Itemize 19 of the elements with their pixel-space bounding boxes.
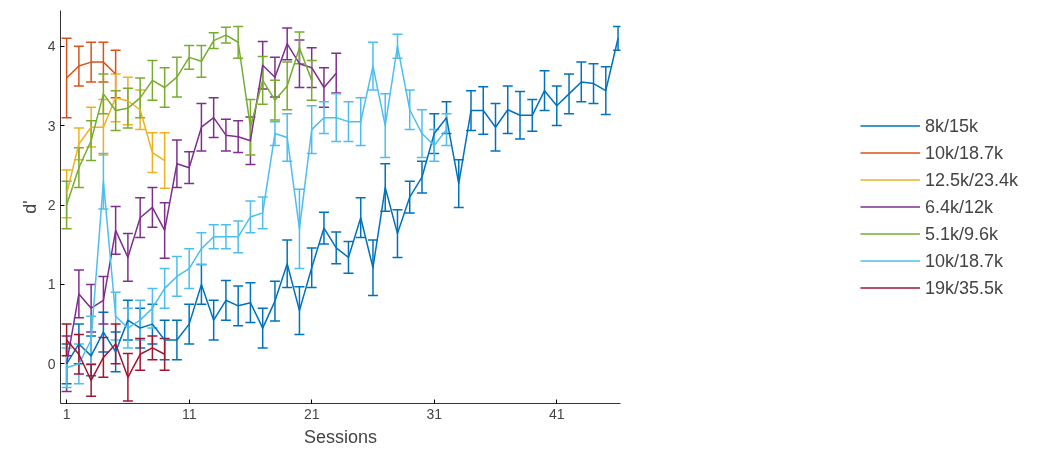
y-tick-label: 1 [47, 276, 56, 293]
legend-label: 5.1k/9.6k [924, 223, 999, 244]
legend-label: 6.4k/12k [924, 196, 994, 217]
y-tick-label: 2 [47, 197, 56, 214]
y-tick-label: 3 [47, 117, 56, 134]
legend-label: 10k/18.7k [924, 250, 1004, 271]
x-tick-label: 21 [303, 405, 320, 422]
x-tick-label: 31 [426, 405, 443, 422]
legend-label: 8k/15k [924, 115, 979, 136]
y-tick-label: 4 [47, 38, 56, 55]
legend-label: 19k/35.5k [924, 277, 1004, 298]
legend-label: 12.5k/23.4k [924, 169, 1019, 190]
x-tick-label: 11 [181, 405, 197, 422]
legend-label: 10k/18.7k [924, 142, 1004, 163]
x-axis-title: Sessions [303, 426, 378, 447]
x-tick-label: 1 [62, 405, 71, 422]
y-tick-label: 0 [47, 355, 56, 372]
x-tick-label: 41 [548, 405, 565, 422]
y-axis-title: d' [19, 200, 40, 214]
